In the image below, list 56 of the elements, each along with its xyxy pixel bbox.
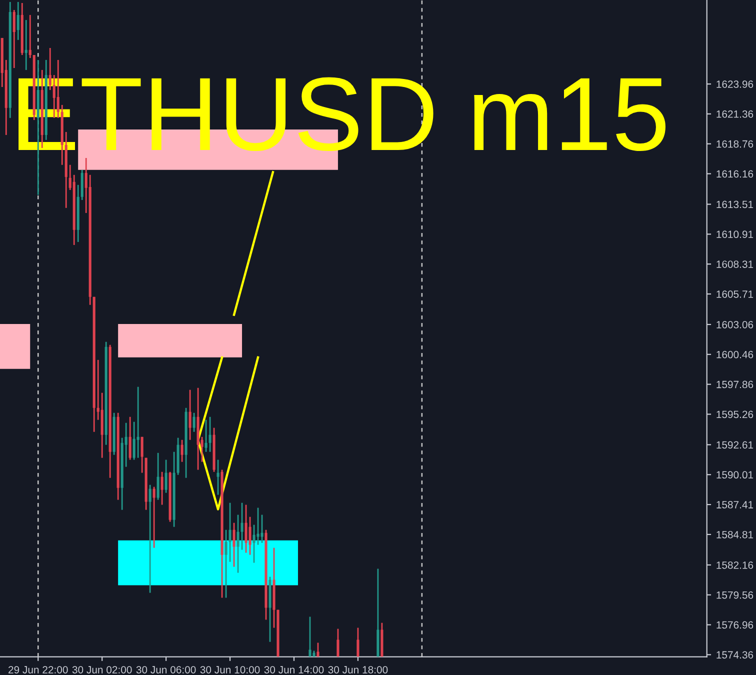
y-tick-label: 1621.36 xyxy=(716,110,754,118)
y-tick-label: 1574.36 xyxy=(716,651,754,659)
x-tick-label: 30 Jun 14:00 xyxy=(264,666,324,674)
candlestick xyxy=(152,486,156,549)
candlestick xyxy=(244,504,248,554)
candlestick xyxy=(208,416,212,453)
y-tick-label: 1618.76 xyxy=(716,140,754,148)
candlestick xyxy=(128,416,132,460)
candlestick xyxy=(180,439,184,463)
candlestick xyxy=(28,14,32,59)
candlestick xyxy=(160,471,164,506)
candlestick xyxy=(192,412,196,433)
candlestick xyxy=(248,516,252,556)
y-tick-label: 1579.56 xyxy=(716,591,754,599)
candlestick xyxy=(132,421,136,460)
candlestick xyxy=(16,1,20,41)
candlestick xyxy=(24,19,28,71)
candlestick xyxy=(204,419,208,453)
y-tick-label: 1605.71 xyxy=(716,290,754,298)
candlestick xyxy=(232,522,236,568)
y-tick-label: 1608.31 xyxy=(716,260,754,268)
y-tick-label: 1587.41 xyxy=(716,501,754,508)
candlestick xyxy=(260,514,264,544)
candlestick xyxy=(252,524,256,564)
candlestick xyxy=(188,389,192,441)
candlestick xyxy=(236,514,240,574)
candlestick xyxy=(140,436,144,474)
y-tick-label: 1590.01 xyxy=(716,471,754,479)
candlestick xyxy=(80,169,84,201)
candlestick xyxy=(224,529,228,598)
y-tick-label: 1610.91 xyxy=(716,230,754,238)
y-tick-label: 1597.86 xyxy=(716,380,754,388)
candlestick xyxy=(240,502,244,550)
x-tick-label: 29 Jun 22:00 xyxy=(8,666,68,674)
candlestick xyxy=(136,386,140,459)
candlestick xyxy=(256,507,260,546)
candlestick xyxy=(164,459,168,494)
y-tick-label: 1623.96 xyxy=(716,80,754,88)
y-tick-label: 1613.51 xyxy=(716,200,754,208)
y-tick-label: 1595.26 xyxy=(716,410,754,418)
candlestick xyxy=(216,459,220,496)
candlestick xyxy=(228,502,232,563)
candlestick xyxy=(12,9,16,69)
y-tick-label: 1600.46 xyxy=(716,350,754,358)
candlestick xyxy=(156,452,160,501)
x-tick-label: 30 Jun 06:00 xyxy=(136,666,196,674)
candlestick xyxy=(148,484,152,594)
y-tick-label: 1582.16 xyxy=(716,561,754,569)
x-tick-label: 30 Jun 02:00 xyxy=(72,666,132,674)
x-tick-label: 30 Jun 18:00 xyxy=(328,666,388,674)
y-tick-label: 1576.96 xyxy=(716,621,754,629)
y-tick-label: 1584.81 xyxy=(716,530,754,538)
x-tick-label: 30 Jun 10:00 xyxy=(200,666,260,674)
y-tick-label: 1616.16 xyxy=(716,170,754,178)
y-tick-label: 1603.06 xyxy=(716,320,754,328)
y-tick-label: 1592.61 xyxy=(716,441,754,449)
